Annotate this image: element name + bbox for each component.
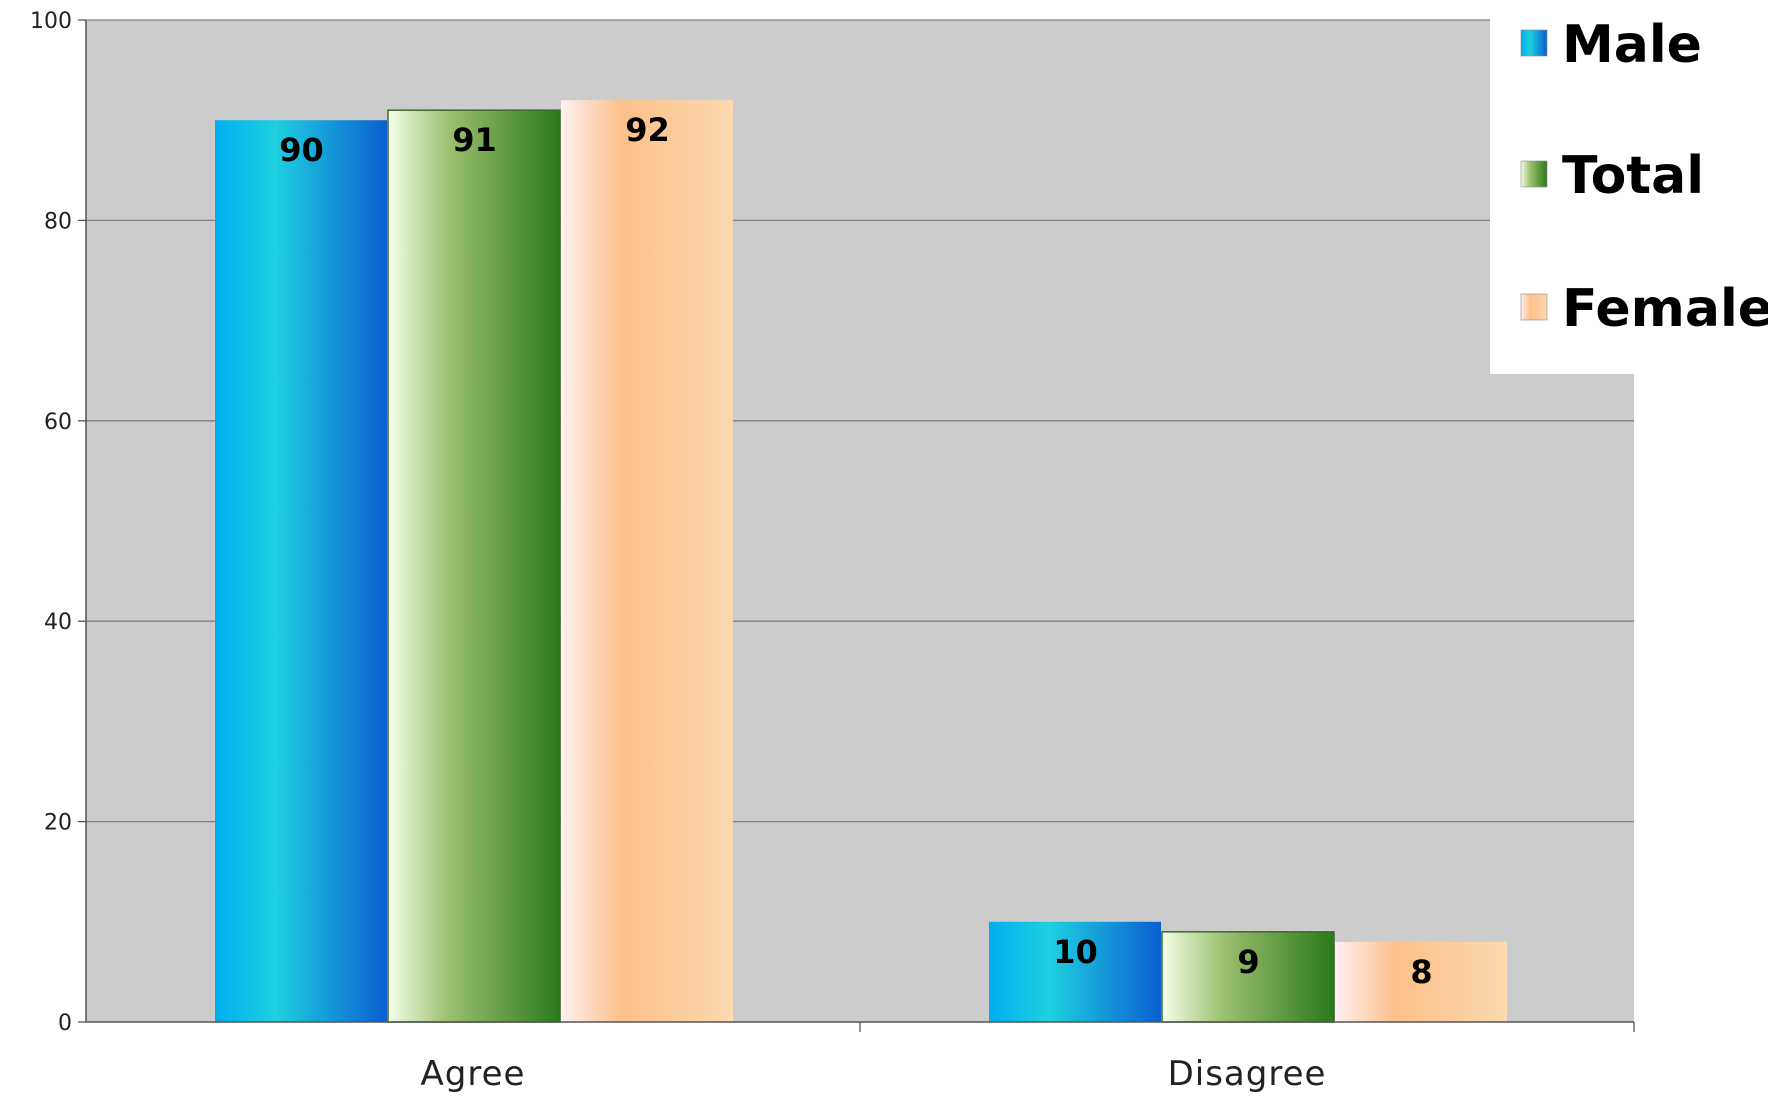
data-label: 91	[452, 121, 497, 159]
y-tick-label: 20	[44, 811, 72, 836]
y-tick-label: 60	[44, 410, 72, 435]
legend-label-male: Male	[1562, 15, 1702, 75]
bar-female-agree	[561, 100, 733, 1022]
legend-swatch-male	[1520, 29, 1548, 57]
y-tick-label: 0	[58, 1011, 72, 1036]
data-label: 92	[625, 111, 670, 149]
y-tick-label: 40	[44, 610, 72, 635]
bar-male-disagree	[989, 921, 1161, 1022]
legend-swatch-female	[1520, 293, 1548, 321]
legend-label-total: Total	[1562, 146, 1704, 206]
data-label: 90	[279, 131, 324, 169]
bar-female-disagree	[1335, 941, 1507, 1022]
bar-total-agree	[387, 109, 561, 1023]
legend-label-female: Female	[1562, 279, 1768, 339]
data-label: 8	[1410, 953, 1432, 991]
bar-total-disagree	[1161, 931, 1335, 1023]
y-tick-label: 80	[44, 209, 72, 234]
bar-male-agree	[215, 120, 387, 1022]
legend-swatch-total	[1520, 160, 1548, 188]
x-category-label: Disagree	[1168, 1054, 1327, 1094]
y-tick-label: 100	[30, 9, 72, 34]
data-label: 9	[1237, 943, 1259, 981]
x-category-label: Agree	[421, 1054, 526, 1094]
data-label: 10	[1053, 933, 1098, 971]
